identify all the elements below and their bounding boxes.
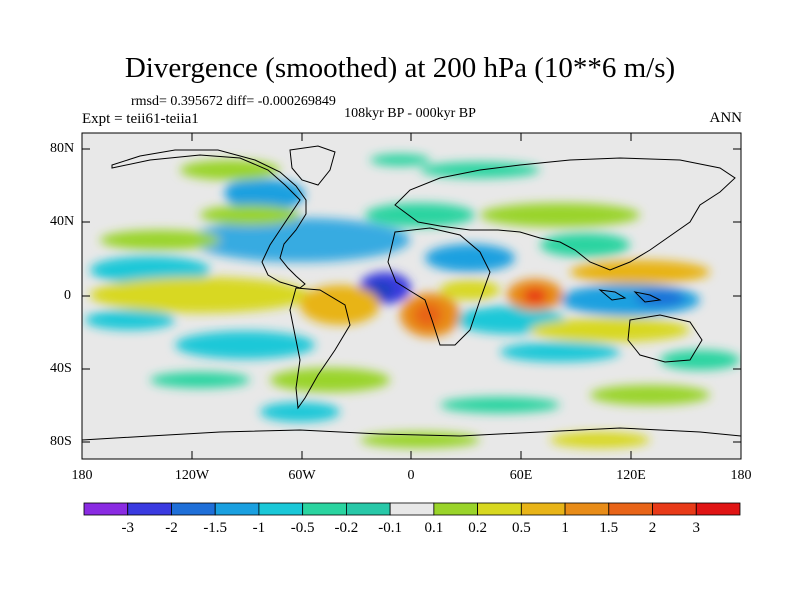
colorbar-label: -0.1 [378, 520, 402, 536]
colorbar [83, 502, 741, 516]
map-title: Divergence (smoothed) at 200 hPa (10**6 … [124, 52, 676, 84]
colorbar-box [652, 502, 697, 516]
lat-label-80s: 80S [50, 434, 72, 449]
colorbar-label: 0.1 [424, 520, 444, 536]
colorbar-label: 0.5 [511, 520, 531, 536]
colorbar-label: 1.5 [599, 520, 619, 536]
lon-label-60w: 60W [288, 468, 316, 483]
colorbar-label: -0.2 [334, 520, 359, 536]
lon-label-180e: 180 [730, 468, 752, 483]
colorbar-label: -0.5 [290, 520, 315, 536]
lat-label-80n: 80N [50, 141, 75, 156]
stats-label: rmsd= 0.395672 diff= -0.000269849 [131, 94, 336, 109]
colorbar-label: 3 [692, 520, 701, 536]
colorbar-box [564, 502, 610, 516]
colorbar-label: 1 [561, 520, 569, 536]
lat-label-40n: 40N [50, 214, 75, 229]
colorbar-box [389, 502, 435, 516]
colorbar-box [520, 502, 566, 516]
lat-label-0: 0 [64, 288, 71, 303]
coastlines [82, 145, 741, 441]
colorbar-box [83, 502, 129, 516]
lon-label-120e: 120E [616, 468, 646, 483]
lon-label-180w: 180 [71, 468, 93, 483]
season-label: ANN [709, 110, 743, 126]
lat-label-40s: 40S [50, 361, 72, 376]
colorbar-box [127, 502, 172, 516]
colorbar-box [345, 502, 391, 516]
colorbar-box [302, 502, 347, 516]
experiment-label: Expt = teii61-teiia1 [82, 111, 199, 127]
colorbar-box [695, 502, 741, 516]
colorbar-label: -3 [121, 520, 134, 536]
colorbar-box [608, 502, 653, 516]
lon-label-120w: 120W [174, 468, 210, 483]
colorbar-label: -1.5 [203, 520, 228, 536]
period-label: 108kyr BP - 000kyr BP [344, 106, 476, 121]
colorbar-box [477, 502, 522, 516]
colorbar-box [171, 502, 216, 516]
divergence-field [82, 133, 741, 459]
colorbar-label: -2 [165, 520, 178, 536]
lon-label-0: 0 [407, 468, 415, 483]
colorbar-box [214, 502, 260, 516]
colorbar-box [258, 502, 304, 516]
colorbar-box [433, 502, 479, 516]
colorbar-label: -1 [252, 520, 266, 536]
colorbar-label: 2 [648, 520, 657, 536]
lon-label-60e: 60E [509, 468, 533, 483]
colorbar-label: 0.2 [468, 520, 487, 536]
